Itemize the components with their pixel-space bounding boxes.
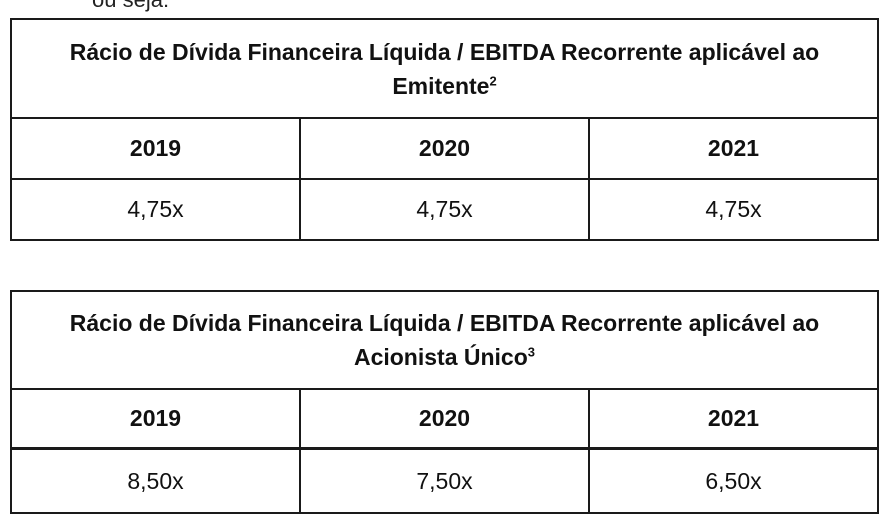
cut-off-text-fragment: ou seja: <box>92 0 169 13</box>
table-title-subject: Emitente <box>392 72 490 99</box>
table-title-main: Rácio de Dívida Financeira Líquida / EBI… <box>69 38 820 65</box>
table-title: Rácio de Dívida Financeira Líquida / EBI… <box>10 290 879 390</box>
year-header-2020: 2020 <box>299 388 590 450</box>
table-title-subject: Acionista Único <box>353 344 528 370</box>
ratio-value-2019: 4,75x <box>10 178 301 241</box>
ratio-value-2020: 7,50x <box>299 447 590 514</box>
year-header-2020: 2020 <box>299 117 590 180</box>
table-title: Rácio de Dívida Financeira Líquida / EBI… <box>10 18 879 119</box>
year-header-2021: 2021 <box>588 117 879 180</box>
ratio-table-acionista-unico: Rácio de Dívida Financeira Líquida / EBI… <box>10 290 879 514</box>
ratio-value-2021: 6,50x <box>588 447 879 514</box>
footnote-ref: 3 <box>527 344 536 360</box>
ratio-table-emitente: Rácio de Dívida Financeira Líquida / EBI… <box>10 18 879 241</box>
footnote-ref: 2 <box>489 72 497 88</box>
year-header-2019: 2019 <box>10 117 301 180</box>
year-header-2019: 2019 <box>10 388 301 450</box>
year-header-2021: 2021 <box>588 388 879 450</box>
table-title-main: Rácio de Dívida Financeira Líquida / EBI… <box>69 310 820 336</box>
ratio-value-2021: 4,75x <box>588 178 879 241</box>
ratio-value-2019: 8,50x <box>10 447 301 514</box>
ratio-value-2020: 4,75x <box>299 178 590 241</box>
